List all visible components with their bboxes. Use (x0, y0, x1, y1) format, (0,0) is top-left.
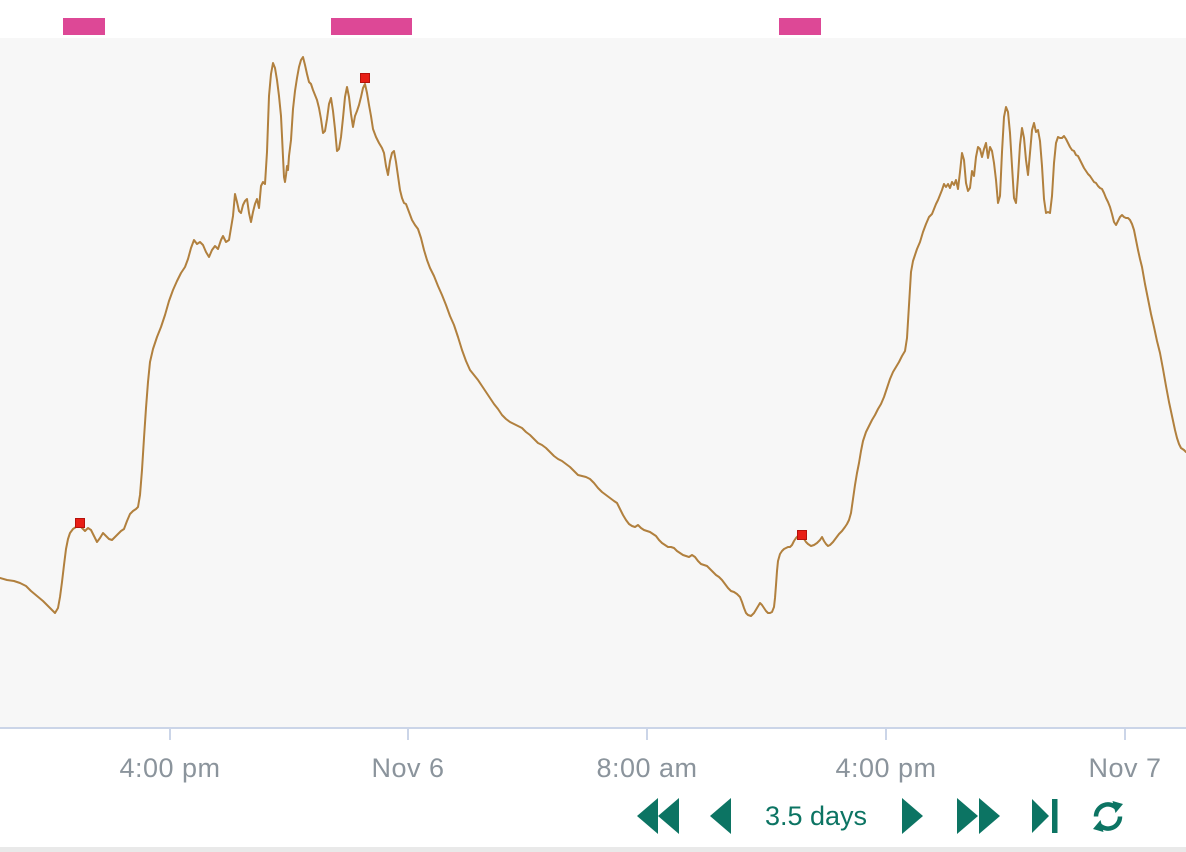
event-bar[interactable] (331, 18, 412, 35)
axis-tick (646, 729, 648, 740)
bottom-bar (0, 847, 1186, 852)
axis-tick-label: 4:00 pm (835, 753, 937, 783)
event-bar[interactable] (63, 18, 105, 35)
axis-tick-label: Nov 7 (1088, 753, 1162, 783)
axis-tick (169, 729, 171, 740)
playback-controls: 3.5 days (0, 796, 1186, 840)
jump-backward-button[interactable] (637, 796, 679, 836)
axis-tick (1124, 729, 1126, 740)
x-axis: 4:00 pm Nov 6 8:00 am 4:00 pm Nov 7 (0, 729, 1186, 795)
axis-tick (885, 729, 887, 740)
event-bar-track (0, 0, 1186, 38)
chart-plot-area[interactable] (0, 38, 1186, 729)
chevron-right-icon (902, 798, 923, 834)
chevron-right-bar-icon (1032, 799, 1058, 833)
double-chevron-right-icon (957, 798, 1000, 834)
refresh-icon (1093, 800, 1123, 832)
axis-tick-label: Nov 6 (371, 753, 445, 783)
axis-tick (407, 729, 409, 740)
time-range-label[interactable]: 3.5 days (764, 800, 868, 831)
chevron-left-icon (710, 798, 731, 834)
double-chevron-left-icon (637, 798, 679, 834)
refresh-button[interactable] (1092, 796, 1124, 836)
jump-forward-button[interactable] (957, 796, 1000, 836)
step-forward-button[interactable] (902, 796, 923, 836)
event-bar[interactable] (779, 18, 821, 35)
skip-to-latest-button[interactable] (1032, 796, 1058, 836)
axis-tick-label: 4:00 pm (119, 753, 221, 783)
axis-tick-label: 8:00 am (596, 753, 698, 783)
step-backward-button[interactable] (710, 796, 731, 836)
